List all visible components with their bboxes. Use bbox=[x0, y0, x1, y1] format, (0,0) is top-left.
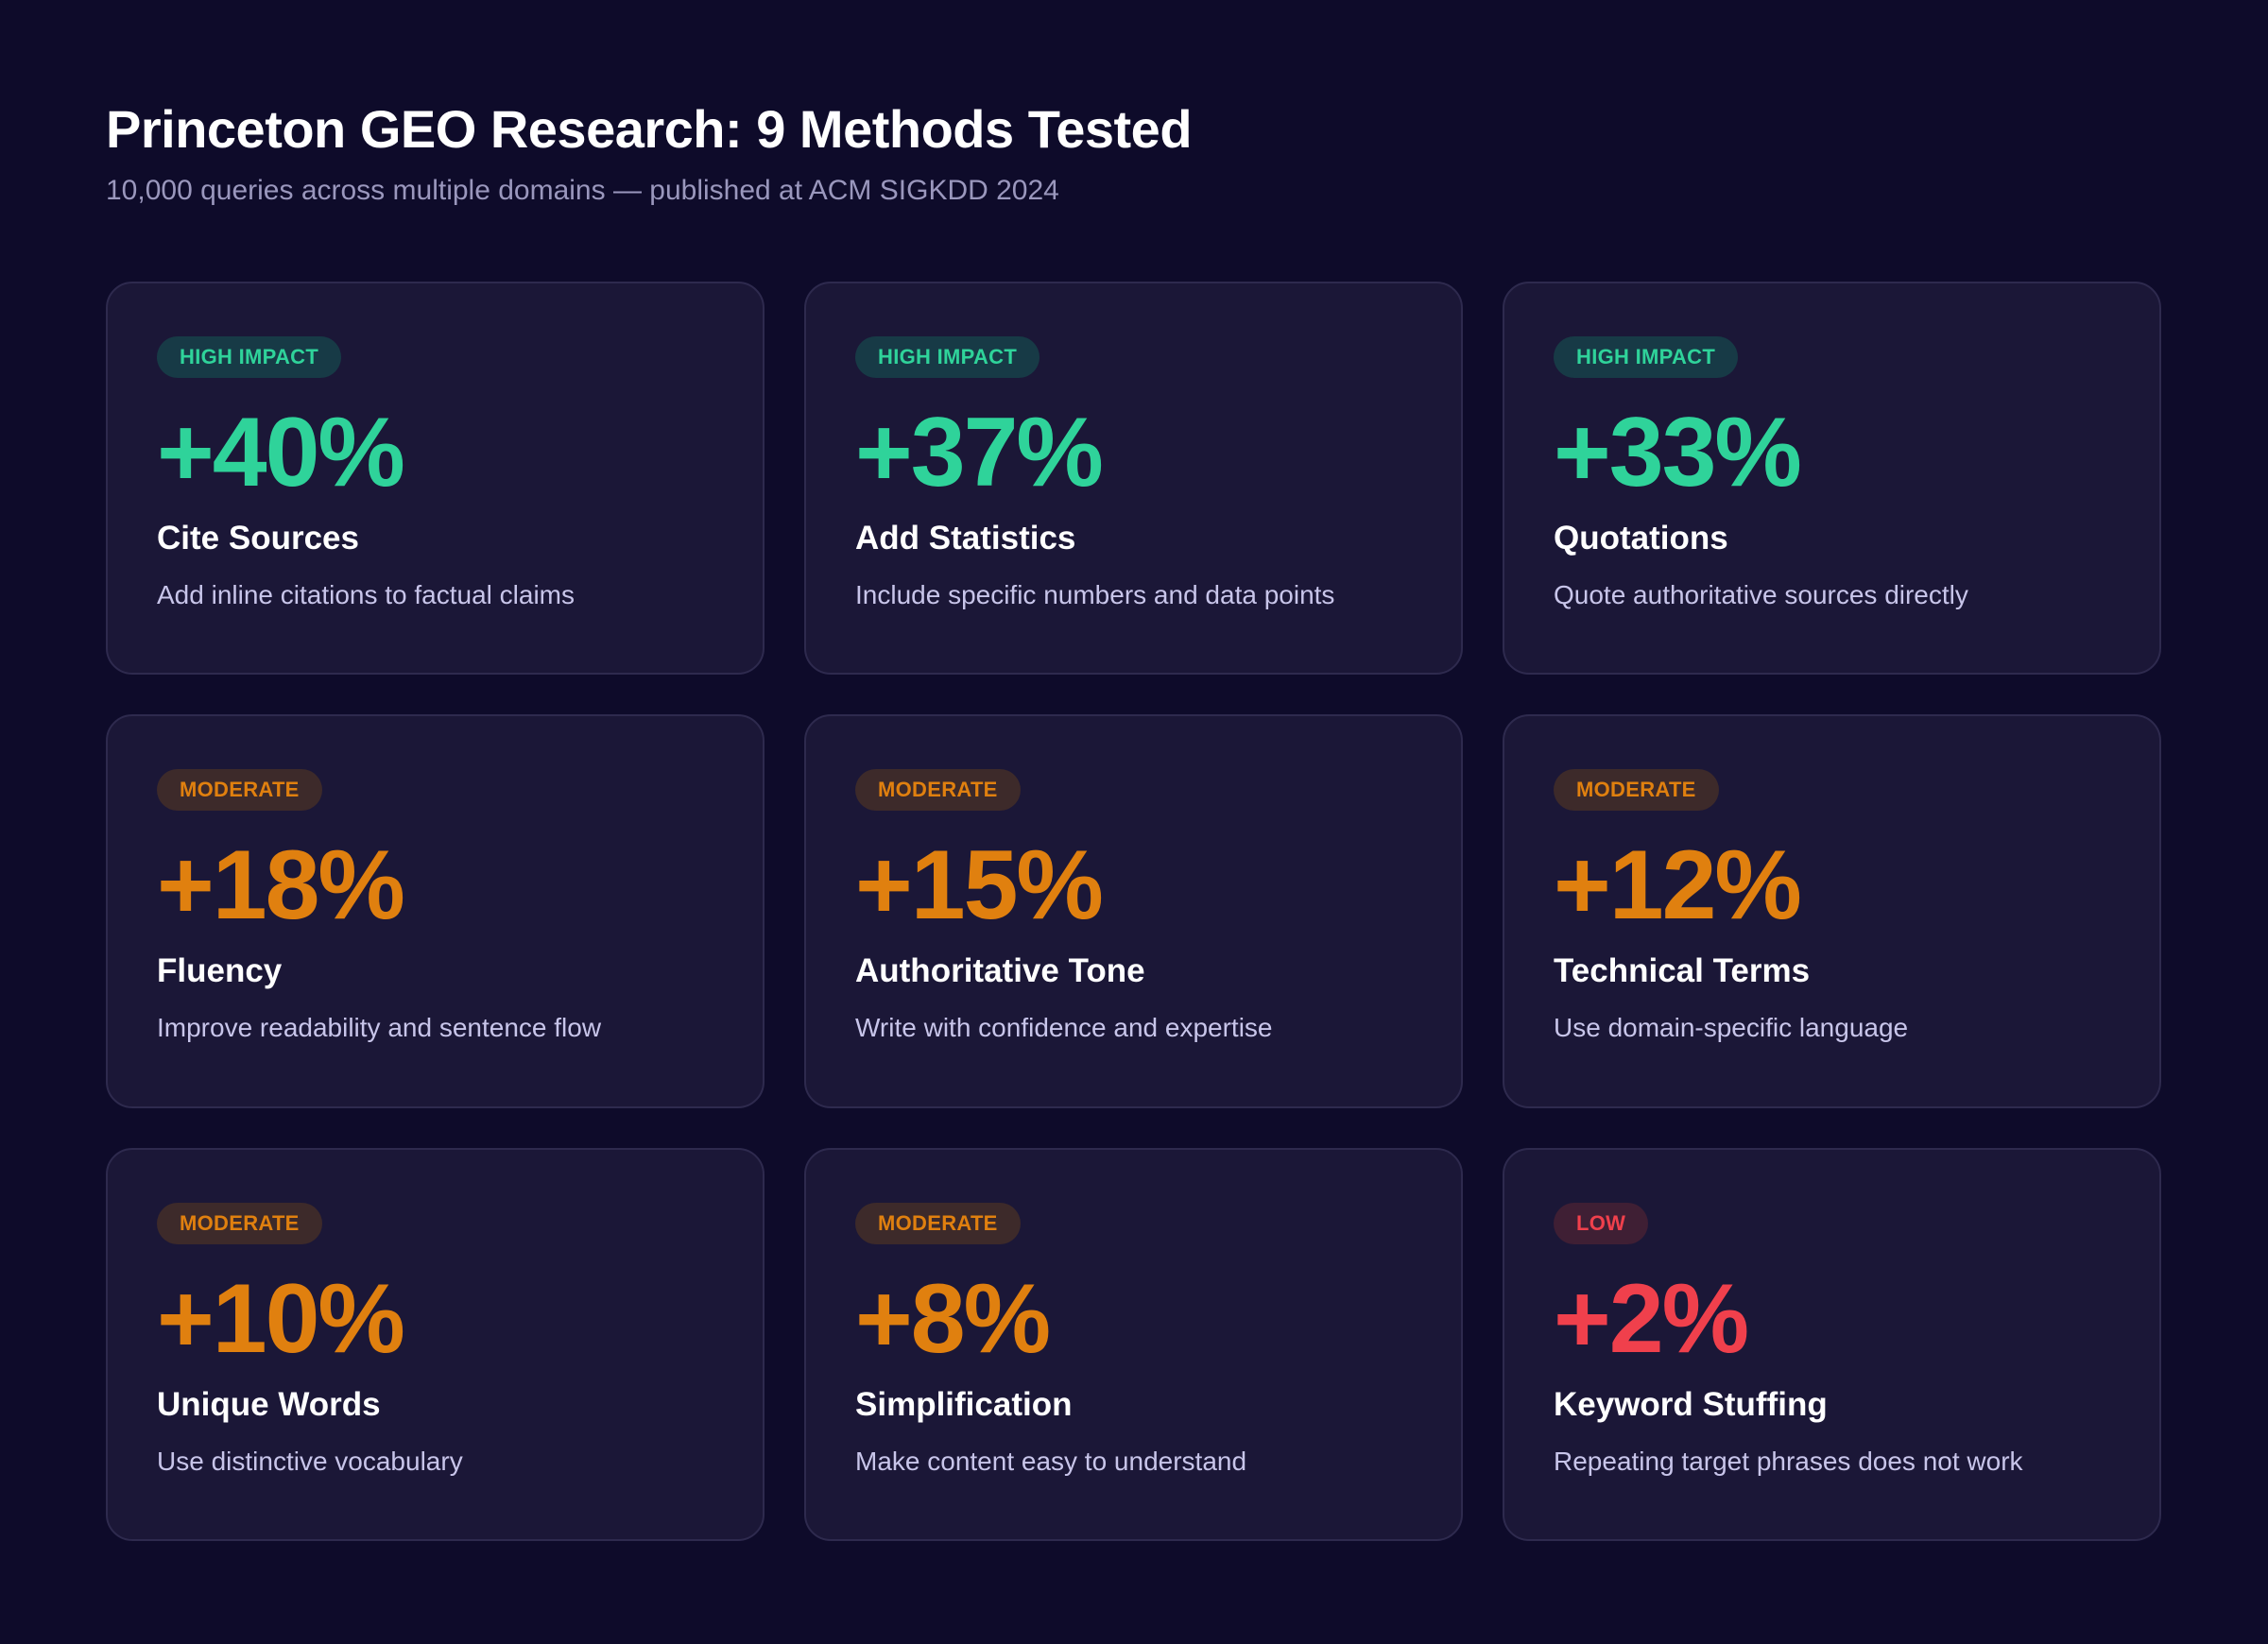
method-description: Add inline citations to factual claims bbox=[157, 580, 575, 609]
impact-value: +8% bbox=[855, 1264, 1051, 1374]
impact-badge: MODERATE bbox=[157, 769, 322, 811]
method-card-keyword-stuffing: LOW +2% Keyword Stuffing Repeating targe… bbox=[1503, 1148, 2161, 1541]
method-name: Keyword Stuffing bbox=[1554, 1386, 1828, 1423]
method-card-technical-terms: MODERATE +12% Technical Terms Use domain… bbox=[1503, 714, 2161, 1108]
page: Princeton GEO Research: 9 Methods Tested… bbox=[106, 96, 2162, 1541]
method-card-cite-sources: HIGH IMPACT +40% Cite Sources Add inline… bbox=[106, 282, 765, 675]
methods-grid: HIGH IMPACT +40% Cite Sources Add inline… bbox=[106, 282, 2161, 1541]
impact-badge: MODERATE bbox=[855, 1203, 1021, 1244]
impact-badge: LOW bbox=[1554, 1203, 1649, 1244]
method-name: Simplification bbox=[855, 1386, 1073, 1423]
impact-badge: MODERATE bbox=[157, 1203, 322, 1244]
impact-value: +10% bbox=[157, 1264, 405, 1374]
impact-badge: MODERATE bbox=[1554, 769, 1719, 811]
method-description: Use domain-specific language bbox=[1554, 1013, 1909, 1042]
impact-badge: HIGH IMPACT bbox=[157, 336, 342, 378]
method-description: Use distinctive vocabulary bbox=[157, 1447, 463, 1476]
impact-value: +18% bbox=[157, 831, 405, 940]
method-name: Fluency bbox=[157, 952, 283, 989]
impact-badge: HIGH IMPACT bbox=[855, 336, 1040, 378]
impact-value: +33% bbox=[1554, 398, 1802, 507]
page-subtitle: 10,000 queries across multiple domains —… bbox=[106, 175, 1059, 206]
method-description: Make content easy to understand bbox=[855, 1447, 1247, 1476]
method-card-unique-words: MODERATE +10% Unique Words Use distincti… bbox=[106, 1148, 765, 1541]
page-title: Princeton GEO Research: 9 Methods Tested bbox=[106, 99, 1193, 159]
method-name: Technical Terms bbox=[1554, 952, 1811, 989]
method-card-authoritative-tone: MODERATE +15% Authoritative Tone Write w… bbox=[804, 714, 1463, 1108]
method-name: Cite Sources bbox=[157, 520, 359, 557]
method-description: Include specific numbers and data points bbox=[855, 580, 1335, 609]
method-card-quotations: HIGH IMPACT +33% Quotations Quote author… bbox=[1503, 282, 2161, 675]
impact-value: +15% bbox=[855, 831, 1104, 940]
method-description: Write with confidence and expertise bbox=[855, 1013, 1273, 1042]
method-name: Add Statistics bbox=[855, 520, 1076, 557]
method-description: Quote authoritative sources directly bbox=[1554, 580, 1968, 609]
method-card-add-statistics: HIGH IMPACT +37% Add Statistics Include … bbox=[804, 282, 1463, 675]
method-name: Quotations bbox=[1554, 520, 1728, 557]
method-card-simplification: MODERATE +8% Simplification Make content… bbox=[804, 1148, 1463, 1541]
impact-value: +12% bbox=[1554, 831, 1802, 940]
impact-value: +37% bbox=[855, 398, 1104, 507]
impact-value: +40% bbox=[157, 398, 405, 507]
impact-badge: HIGH IMPACT bbox=[1554, 336, 1739, 378]
method-name: Unique Words bbox=[157, 1386, 381, 1423]
impact-value: +2% bbox=[1554, 1264, 1749, 1374]
method-name: Authoritative Tone bbox=[855, 952, 1145, 989]
method-description: Improve readability and sentence flow bbox=[157, 1013, 602, 1042]
impact-badge: MODERATE bbox=[855, 769, 1021, 811]
method-card-fluency: MODERATE +18% Fluency Improve readabilit… bbox=[106, 714, 765, 1108]
method-description: Repeating target phrases does not work bbox=[1554, 1447, 2023, 1476]
